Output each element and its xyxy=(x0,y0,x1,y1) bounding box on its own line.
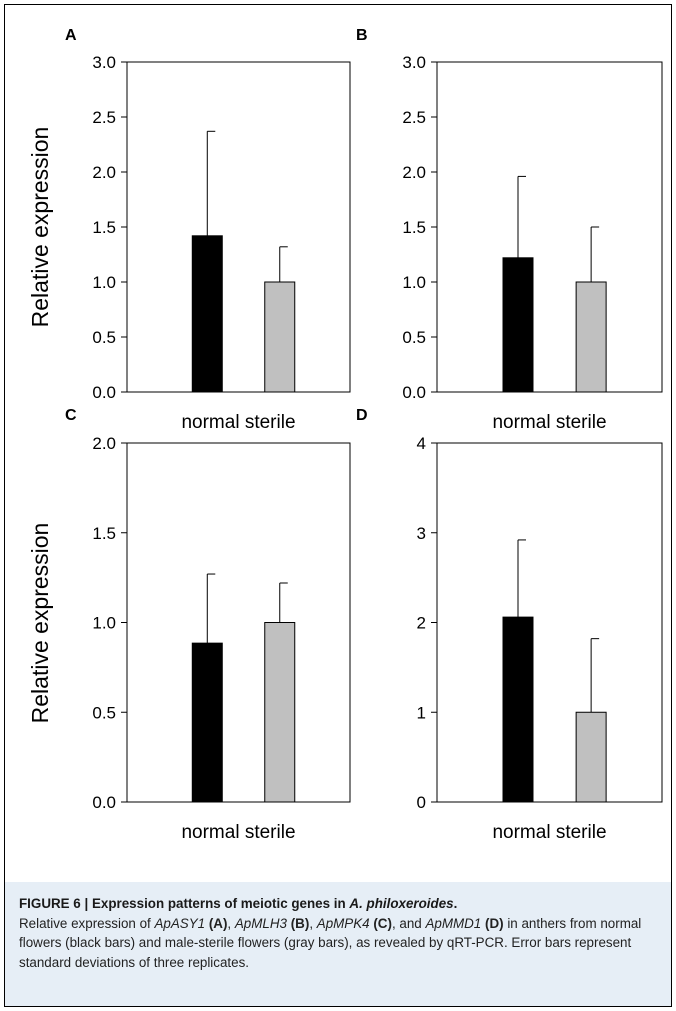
figure-label: FIGURE 6 xyxy=(19,896,81,911)
caption-text-2: , xyxy=(227,915,235,931)
y-tick-label-c: 1.5 xyxy=(92,524,116,543)
bar-c-normal xyxy=(191,642,223,803)
x-axis-label-b: normal sterile xyxy=(492,412,606,433)
y-tick-label-d: 1 xyxy=(417,703,426,722)
y-tick-label-a: 1.0 xyxy=(92,273,116,292)
caption-text-3: , xyxy=(309,915,317,931)
y-axis-label-a: Relative expression xyxy=(27,127,53,328)
y-tick-label-c: 2.0 xyxy=(92,434,116,453)
y-tick-label-d: 3 xyxy=(417,524,426,543)
panel-label-b: B xyxy=(356,27,368,44)
y-tick-label-c: 0.5 xyxy=(92,703,116,722)
panel-label-d: D xyxy=(356,407,368,424)
y-tick-label-a: 2.5 xyxy=(92,108,116,127)
figure-caption: FIGURE 6 | Expression patterns of meioti… xyxy=(5,882,671,1006)
y-tick-label-b: 3.0 xyxy=(402,53,426,72)
y-axis-label-c: Relative expression xyxy=(27,523,53,724)
y-tick-label-b: 2.5 xyxy=(402,108,426,127)
ref-d: (D) xyxy=(485,915,504,931)
x-axis-label-a: normal sterile xyxy=(181,412,295,433)
figure-charts: A 0.0 0.5 1.0 1.5 2.0 2.5 3.0 normal sterile Rela… xyxy=(27,27,663,843)
y-tick-label-d: 2 xyxy=(417,614,426,633)
y-tick-label-c: 1.0 xyxy=(92,614,116,633)
caption-text-1: Relative expression of xyxy=(19,915,155,931)
figure-frame xyxy=(4,4,672,1007)
panel-label-c: C xyxy=(65,407,77,424)
y-tick-label-b: 2.0 xyxy=(402,163,426,182)
bar-d-sterile xyxy=(575,711,607,803)
y-tick-label-a: 3.0 xyxy=(92,53,116,72)
figure-title-end: . xyxy=(453,896,458,911)
plot-frame-b xyxy=(436,61,663,393)
plot-frame-d xyxy=(436,442,663,803)
bar-c-sterile xyxy=(264,622,296,803)
bar-a-sterile xyxy=(264,281,296,393)
ref-c: (C) xyxy=(373,915,392,931)
figure-title-species: A. philoxeroides xyxy=(349,896,454,911)
bar-b-normal xyxy=(502,257,534,393)
plot-frame-c xyxy=(126,442,351,803)
y-tick-label-d: 4 xyxy=(417,434,426,453)
bar-b-sterile xyxy=(575,281,607,393)
gene-mlh3: ApMLH3 xyxy=(234,915,287,931)
bar-d-normal xyxy=(502,616,534,803)
y-tick-label-b: 1.0 xyxy=(402,273,426,292)
caption-text-5: in anthers from normal flowers (black ba… xyxy=(19,915,642,970)
gene-mmd1: ApMMD1 xyxy=(425,915,482,931)
y-tick-label-a: 2.0 xyxy=(92,163,116,182)
plot-frame-a xyxy=(126,61,351,393)
y-tick-label-a: 1.5 xyxy=(92,218,116,237)
y-tick-label-a: 0.5 xyxy=(92,328,116,347)
bar-a-normal xyxy=(191,235,223,393)
y-tick-label-a: 0.0 xyxy=(92,383,116,402)
panel-label-a: A xyxy=(65,27,77,44)
y-tick-label-b: 0.0 xyxy=(402,383,426,402)
x-axis-label-c: normal sterile xyxy=(181,822,295,843)
caption-text-4: , and xyxy=(391,915,426,931)
y-tick-label-b: 0.5 xyxy=(402,328,426,347)
ref-a: (A) xyxy=(208,915,228,931)
x-axis-label-d: normal sterile xyxy=(492,822,606,843)
y-tick-label-c: 0.0 xyxy=(92,793,116,812)
y-tick-label-b: 1.5 xyxy=(402,218,426,237)
ref-b: (B) xyxy=(290,915,310,931)
gene-mpk4: ApMPK4 xyxy=(316,915,370,931)
gene-asy1: ApASY1 xyxy=(154,915,206,931)
y-tick-label-d: 0 xyxy=(417,793,426,812)
caption-title: FIGURE 6 | Expression patterns of meioti… xyxy=(19,896,458,911)
figure-title-text: Expression patterns of meiotic genes in xyxy=(91,896,350,911)
